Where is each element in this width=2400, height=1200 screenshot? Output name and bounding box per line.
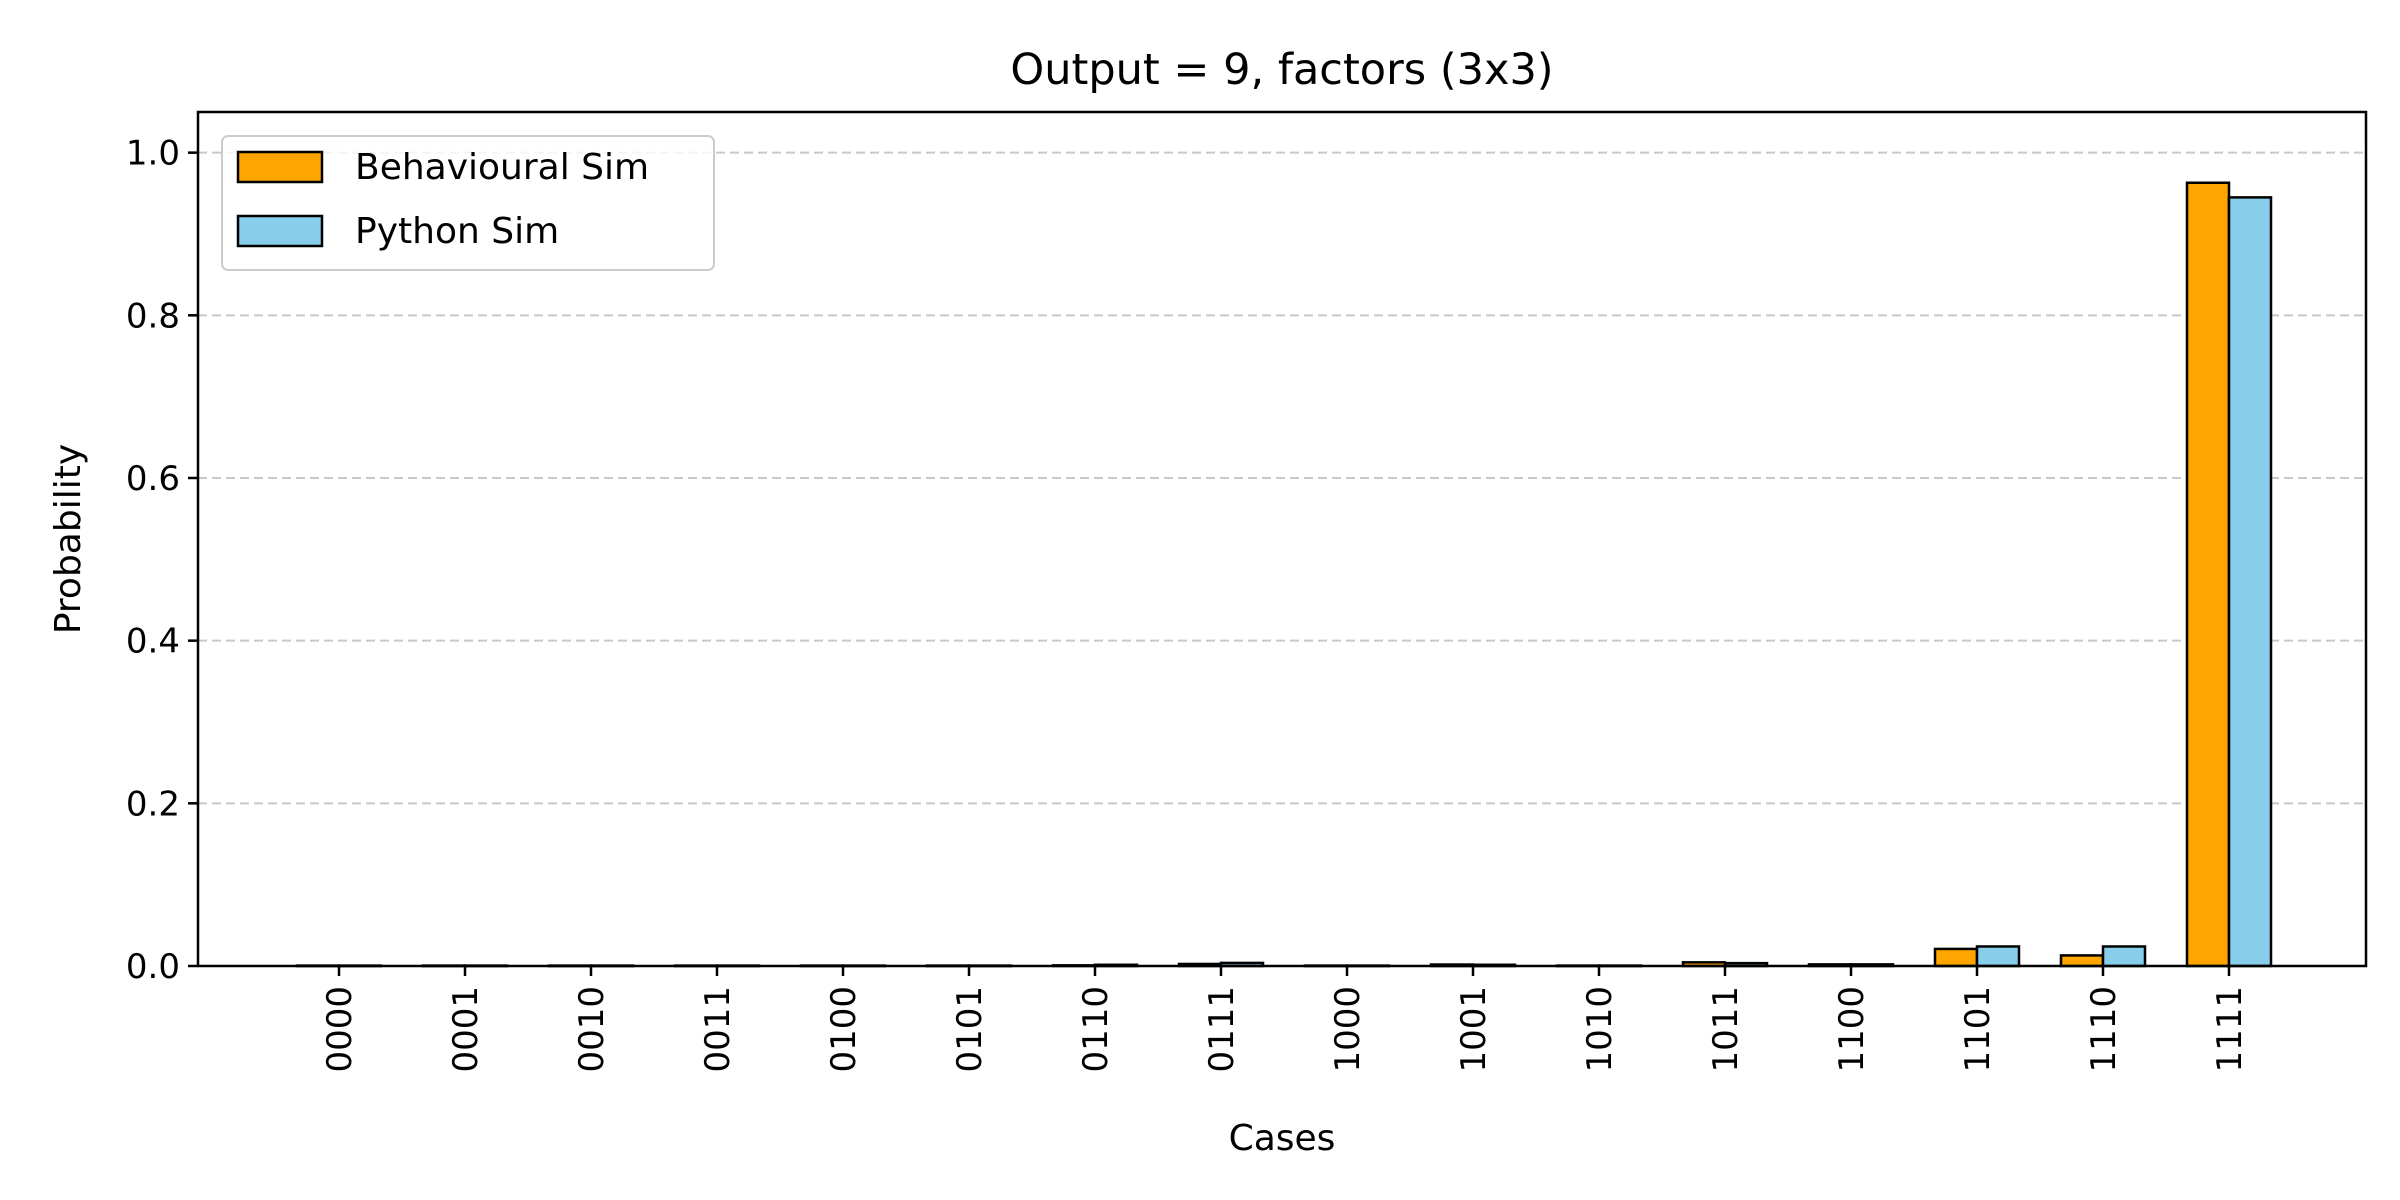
x-axis-ticks: 0000 0001 0010 0011 0100 0101 0110 0111 1000 1001… — [320, 966, 2250, 1073]
x-tick-label: 1011 — [1706, 986, 1746, 1073]
x-tick-label: 1000 — [1328, 986, 1368, 1073]
bar-python-1111 — [2227, 196, 2273, 968]
bar-behavioural-1111 — [2185, 181, 2231, 968]
bar-python-1101 — [1975, 945, 2021, 968]
y-tick-label: 0.6 — [126, 459, 180, 499]
y-tick-label: 0.4 — [126, 622, 180, 662]
x-tick-label: 0001 — [446, 986, 486, 1073]
x-tick-label: 0101 — [950, 986, 990, 1073]
x-tick-label: 1100 — [1832, 986, 1872, 1073]
x-tick-label: 0100 — [824, 986, 864, 1073]
y-tick-label: 0.8 — [126, 296, 180, 336]
x-tick-label: 1101 — [1958, 986, 1998, 1073]
legend-swatch — [236, 150, 324, 184]
gridlines — [198, 151, 2366, 805]
x-axis-title: Cases — [1229, 1118, 1336, 1159]
x-tick-label: 1001 — [1454, 986, 1494, 1073]
y-tick-label: 1.0 — [126, 134, 180, 174]
legend-swatch — [236, 214, 324, 248]
y-tick-label: 0.2 — [126, 784, 180, 824]
y-tick-label: 0.0 — [126, 947, 180, 987]
legend-label: Behavioural Sim — [355, 147, 649, 188]
x-tick-label: 1111 — [2210, 986, 2250, 1073]
x-tick-label: 1110 — [2084, 986, 2124, 1073]
legend: Behavioural Sim Python Sim — [221, 135, 715, 271]
x-tick-label: 0011 — [698, 986, 738, 1073]
y-axis-ticks: 0.0 0.2 0.4 0.6 0.8 1.0 — [126, 134, 198, 987]
x-tick-label: 0010 — [572, 986, 612, 1073]
x-tick-label: 0110 — [1076, 986, 1116, 1073]
legend-label: Python Sim — [355, 211, 559, 252]
x-tick-label: 0000 — [320, 986, 360, 1073]
y-axis-title: Probability — [48, 444, 89, 634]
bar-behavioural-1101 — [1933, 947, 1979, 968]
plot-frame — [196, 110, 2368, 968]
bar-python-1110 — [2101, 945, 2147, 968]
chart-title: Output = 9, factors (3x3) — [1010, 45, 1553, 95]
legend-box — [221, 135, 715, 271]
x-tick-label: 0111 — [1202, 986, 1242, 1073]
x-tick-label: 1010 — [1580, 986, 1620, 1073]
bar-behavioural-1110 — [2059, 954, 2105, 968]
